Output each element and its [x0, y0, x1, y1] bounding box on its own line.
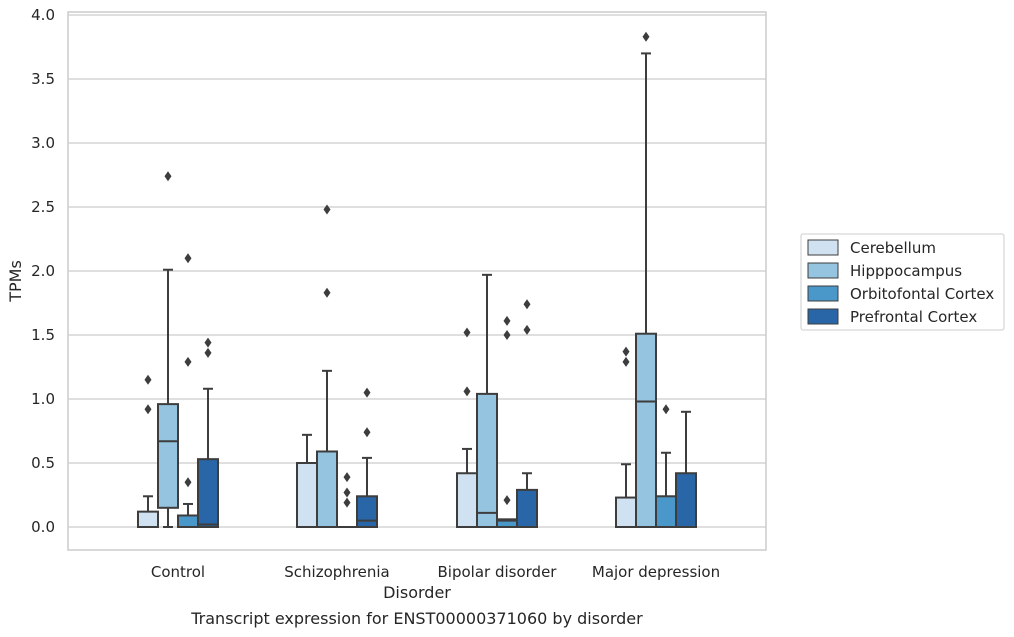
legend-label: Orbitofontal Cortex	[850, 285, 994, 303]
box-group	[137, 374, 159, 529]
outlier-point	[144, 404, 152, 415]
x-tick-labels: Control Schizophrenia Bipolar disorder Majo…	[151, 563, 720, 581]
box	[655, 495, 677, 528]
legend-swatch	[807, 308, 839, 325]
outlier-point	[662, 404, 670, 415]
legend-swatch	[807, 239, 839, 256]
box-group	[336, 472, 358, 529]
box-group	[456, 327, 478, 528]
outlier-point	[523, 324, 531, 335]
box	[316, 450, 338, 529]
y-tick-label: 3.0	[31, 134, 55, 152]
box-group	[655, 404, 677, 528]
box	[635, 332, 657, 528]
legend-label: Cerebellum	[850, 239, 936, 257]
box	[177, 514, 199, 528]
box-group	[516, 299, 538, 529]
outlier-point	[323, 204, 331, 215]
box	[137, 510, 159, 529]
x-axis-label: Disorder	[383, 583, 451, 602]
x-tick-label: Major depression	[592, 563, 720, 581]
legend-label: Prefrontal Cortex	[850, 308, 977, 326]
outlier-point	[204, 347, 212, 358]
box-group	[675, 410, 697, 528]
box	[675, 472, 697, 528]
y-tick-label: 4.0	[31, 6, 55, 24]
legend-swatch	[807, 262, 839, 279]
y-tick-labels: 0.0 0.5 1.0 1.5 2.0 2.5 3.0 3.5 4.0	[31, 6, 55, 536]
gridlines	[68, 14, 766, 528]
box-group	[615, 346, 637, 528]
outlier-point	[323, 287, 331, 298]
y-tick-label: 1.5	[31, 326, 55, 344]
outlier-point	[363, 387, 371, 398]
box-group	[476, 273, 498, 528]
box-series	[137, 31, 697, 529]
x-tick-label: Bipolar disorder	[438, 563, 558, 581]
box-group	[316, 204, 338, 529]
outlier-point	[363, 427, 371, 438]
outlier-point	[343, 487, 351, 498]
y-tick-label: 1.0	[31, 390, 55, 408]
outlier-point	[503, 330, 511, 340]
box	[476, 392, 498, 528]
outlier-point	[622, 346, 630, 357]
y-axis-label: TPMs	[6, 260, 25, 303]
outlier-point	[503, 315, 511, 326]
outlier-point	[184, 253, 192, 264]
box	[157, 403, 179, 509]
box	[197, 458, 219, 528]
outlier-point	[343, 472, 351, 483]
outlier-point	[343, 497, 351, 508]
legend-frame	[800, 233, 1005, 331]
outlier-point	[184, 356, 192, 367]
outlier-point	[204, 337, 212, 348]
outlier-point	[622, 356, 630, 367]
box-group	[157, 171, 179, 528]
y-tick-label: 0.0	[31, 518, 55, 536]
x-tick-label: Control	[151, 563, 205, 581]
box-group	[296, 433, 318, 528]
y-tick-label: 2.0	[31, 262, 55, 280]
outlier-point	[503, 495, 511, 506]
legend-swatch	[807, 285, 839, 302]
outlier-point	[184, 477, 192, 488]
box	[615, 496, 637, 528]
box-group	[177, 253, 199, 528]
plot-frame	[67, 11, 767, 551]
outlier-point	[164, 171, 172, 182]
box	[356, 495, 378, 528]
box	[516, 488, 538, 529]
box-group	[496, 315, 518, 529]
box-group	[356, 387, 378, 528]
y-tick-label: 3.5	[31, 70, 55, 88]
box-group	[635, 31, 657, 528]
box	[296, 462, 318, 528]
y-tick-label: 2.5	[31, 198, 55, 216]
y-tick-label: 0.5	[31, 454, 55, 472]
outlier-point	[523, 299, 531, 310]
box	[456, 472, 478, 528]
outlier-point	[463, 327, 471, 338]
outlier-point	[642, 31, 650, 42]
outlier-point	[144, 374, 152, 385]
figure-caption: Transcript expression for ENST0000037106…	[191, 609, 643, 628]
outlier-point	[463, 386, 471, 397]
x-tick-label: Schizophrenia	[284, 563, 389, 581]
box-group	[197, 337, 219, 528]
legend-label: Hipppocampus	[850, 262, 962, 280]
legend: Cerebellum Hipppocampus Orbitofontal Corte…	[800, 233, 1005, 331]
